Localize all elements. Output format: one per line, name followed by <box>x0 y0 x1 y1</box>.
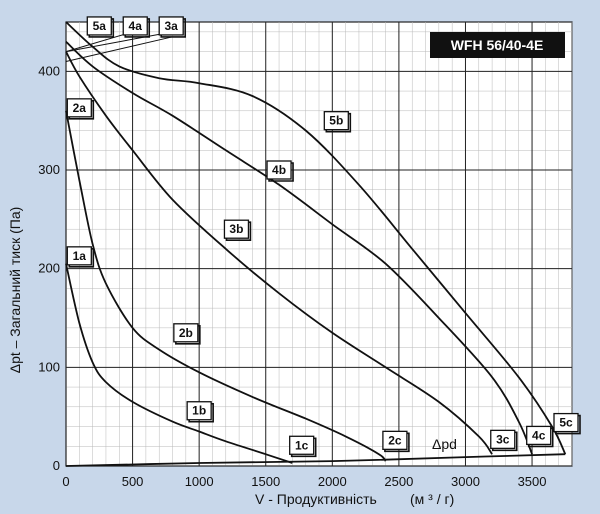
curve-label-3c: 3c <box>490 429 518 452</box>
curve-label-box <box>122 16 148 36</box>
x-tick-label: 1500 <box>251 474 280 489</box>
x-tick-labels: 0 500 1000 1500 2000 2500 3000 3500 <box>62 474 546 489</box>
x-tick-label: 0 <box>62 474 69 489</box>
curve-label-text: 2b <box>179 326 193 340</box>
curve-label-shadow <box>175 325 201 345</box>
fan-lines <box>65 31 173 62</box>
curve-label-box <box>66 246 92 266</box>
curve-label-shadow <box>555 414 581 435</box>
curve-label-text: 3b <box>229 222 243 236</box>
model-title: WFH 56/40-4E <box>451 37 544 53</box>
curve-label-box <box>186 401 212 421</box>
series-line-3 <box>65 51 493 455</box>
curve-label-text: 3c <box>496 432 510 446</box>
x-axis-title: V - Продуктивність <box>255 491 377 507</box>
y-axis-title: Δpt – Загальний тиск (Па) <box>7 207 23 374</box>
y-tick-label: 100 <box>38 359 60 374</box>
curve-label-shadow <box>68 248 95 268</box>
curve-label-shadow <box>225 221 252 241</box>
curve-label-text: 2c <box>388 433 402 447</box>
dynamic-pressure-label: Δpd <box>432 436 457 452</box>
curve-label-text: 1c <box>295 438 309 452</box>
series-line-Δpd <box>65 453 566 467</box>
fan-line <box>65 36 173 62</box>
x-tick-label: 2500 <box>384 474 413 489</box>
curve-label-text: 4b <box>272 163 286 177</box>
curve-label-box <box>173 323 199 343</box>
curve-label-text: 4a <box>129 19 143 33</box>
curve-label-shadow <box>188 402 214 423</box>
curve-label-text: 2a <box>73 101 87 115</box>
curve-label-box <box>382 430 408 450</box>
curve-label-shadow <box>88 18 115 38</box>
curve-label-shadow <box>491 431 518 452</box>
curve-label-box <box>86 16 112 36</box>
curve-label-5b: 5b <box>323 111 352 133</box>
curve-label-2c: 2c <box>382 430 410 453</box>
curve-label-text: 5c <box>559 416 573 430</box>
y-tick-label: 400 <box>38 63 60 78</box>
curve-label-shadow <box>68 100 95 120</box>
curve-label-text: 1a <box>73 249 87 263</box>
curve-label-shadow <box>527 427 554 448</box>
curve-label-5a: 5a <box>86 16 115 38</box>
curve-label-shadow <box>160 18 186 38</box>
y-tick-labels: 0 100 200 300 400 <box>38 63 60 473</box>
curve-label-text: 1b <box>192 404 206 418</box>
curve-label-2b: 2b <box>173 323 201 345</box>
curve-label-4c: 4c <box>526 425 554 448</box>
curve-label-text: 5a <box>93 19 107 33</box>
major-grid <box>65 22 572 467</box>
fan-line <box>65 31 173 53</box>
x-tick-label: 3000 <box>451 474 480 489</box>
curve-label-box <box>490 429 516 450</box>
curve-label-shadow <box>325 112 352 133</box>
curve-label-4a: 4a <box>122 16 151 38</box>
curve-label-box <box>158 16 184 36</box>
curve-label-2a: 2a <box>66 98 95 120</box>
curve-label-1b: 1b <box>186 401 214 423</box>
curve-label-shadow <box>384 432 410 453</box>
fan-line <box>65 31 133 53</box>
x-tick-label: 2000 <box>318 474 347 489</box>
y-tick-label: 200 <box>38 261 60 276</box>
x-tick-label: 1000 <box>185 474 214 489</box>
series-line-4 <box>65 41 533 455</box>
series-line-5 <box>65 21 567 455</box>
y-tick-label: 300 <box>38 162 60 177</box>
curve-label-shadow <box>124 18 151 38</box>
series-line-1 <box>65 263 293 464</box>
curve-label-box <box>289 435 315 455</box>
curve-label-5c: 5c <box>553 412 581 435</box>
curve-label-1a: 1a <box>66 246 95 268</box>
y-tick-label: 0 <box>53 458 60 473</box>
curve-label-box <box>223 219 250 239</box>
curve-label-4b: 4b <box>266 160 294 182</box>
curve-labels: 5a 4a 3a 2a 1a 5b 4b 3b 2b 1b 1c 2c 3c 4c 5c <box>66 16 581 458</box>
curve-label-box <box>266 160 292 180</box>
series-curves <box>65 21 567 467</box>
x-tick-label: 3500 <box>518 474 547 489</box>
curve-label-1c: 1c <box>289 435 317 458</box>
curve-label-box <box>526 425 552 446</box>
curve-label-shadow <box>268 162 294 182</box>
x-axis-unit: (м ³ / г) <box>410 491 454 507</box>
series-line-2 <box>65 110 387 462</box>
curve-label-box <box>553 412 579 433</box>
curve-label-shadow <box>290 437 317 458</box>
model-title-box: WFH 56/40-4E <box>430 32 565 58</box>
curve-label-text: 4c <box>532 428 546 442</box>
x-tick-label: 500 <box>122 474 144 489</box>
curve-label-text: 3a <box>165 19 179 33</box>
curve-label-box <box>323 111 349 131</box>
curve-label-box <box>66 98 92 118</box>
curve-label-3a: 3a <box>158 16 186 38</box>
curve-label-3b: 3b <box>223 219 252 241</box>
curve-label-text: 5b <box>329 114 343 128</box>
